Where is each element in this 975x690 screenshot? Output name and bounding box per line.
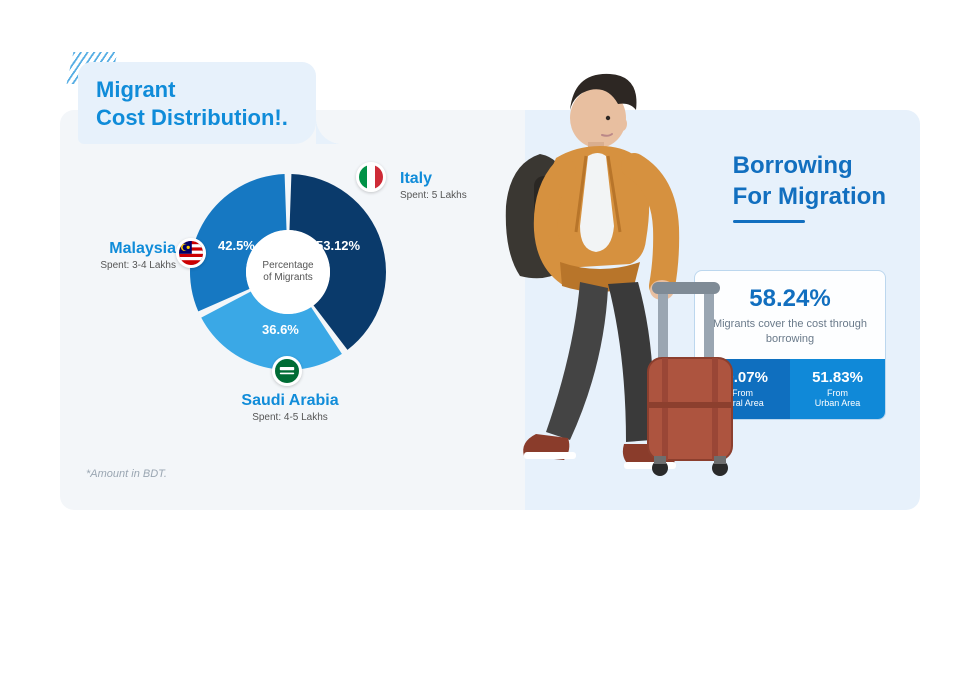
country-malaysia: Malaysia Spent: 3-4 Lakhs (78, 240, 176, 271)
traveler-illustration (452, 58, 762, 513)
country-name: Saudi Arabia (241, 392, 338, 409)
country-name: Italy (400, 170, 432, 187)
slice-percent-saudi: 36.6% (262, 322, 299, 337)
page-title: MigrantCost Distribution!. (78, 62, 316, 144)
borrow-urban-label: FromUrban Area (794, 388, 881, 410)
donut-chart: Percentageof Migrants 53.12% 36.6% 42.5% (188, 172, 388, 372)
country-spent: Spent: 3-4 Lakhs (78, 260, 176, 271)
slice-percent-italy: 53.12% (316, 238, 360, 253)
country-spent: Spent: 4-5 Lakhs (230, 412, 350, 423)
borrow-urban: 51.83% FromUrban Area (790, 359, 885, 420)
country-name: Malaysia (109, 240, 176, 257)
borrow-urban-percent: 51.83% (794, 369, 881, 386)
flag-malaysia-icon (176, 238, 206, 268)
flag-italy-icon (356, 162, 386, 192)
flag-saudi-icon (272, 356, 302, 386)
footnote: *Amount in BDT. (86, 468, 167, 480)
country-saudi: Saudi Arabia Spent: 4-5 Lakhs (230, 392, 350, 423)
slice-percent-malaysia: 42.5% (218, 238, 255, 253)
